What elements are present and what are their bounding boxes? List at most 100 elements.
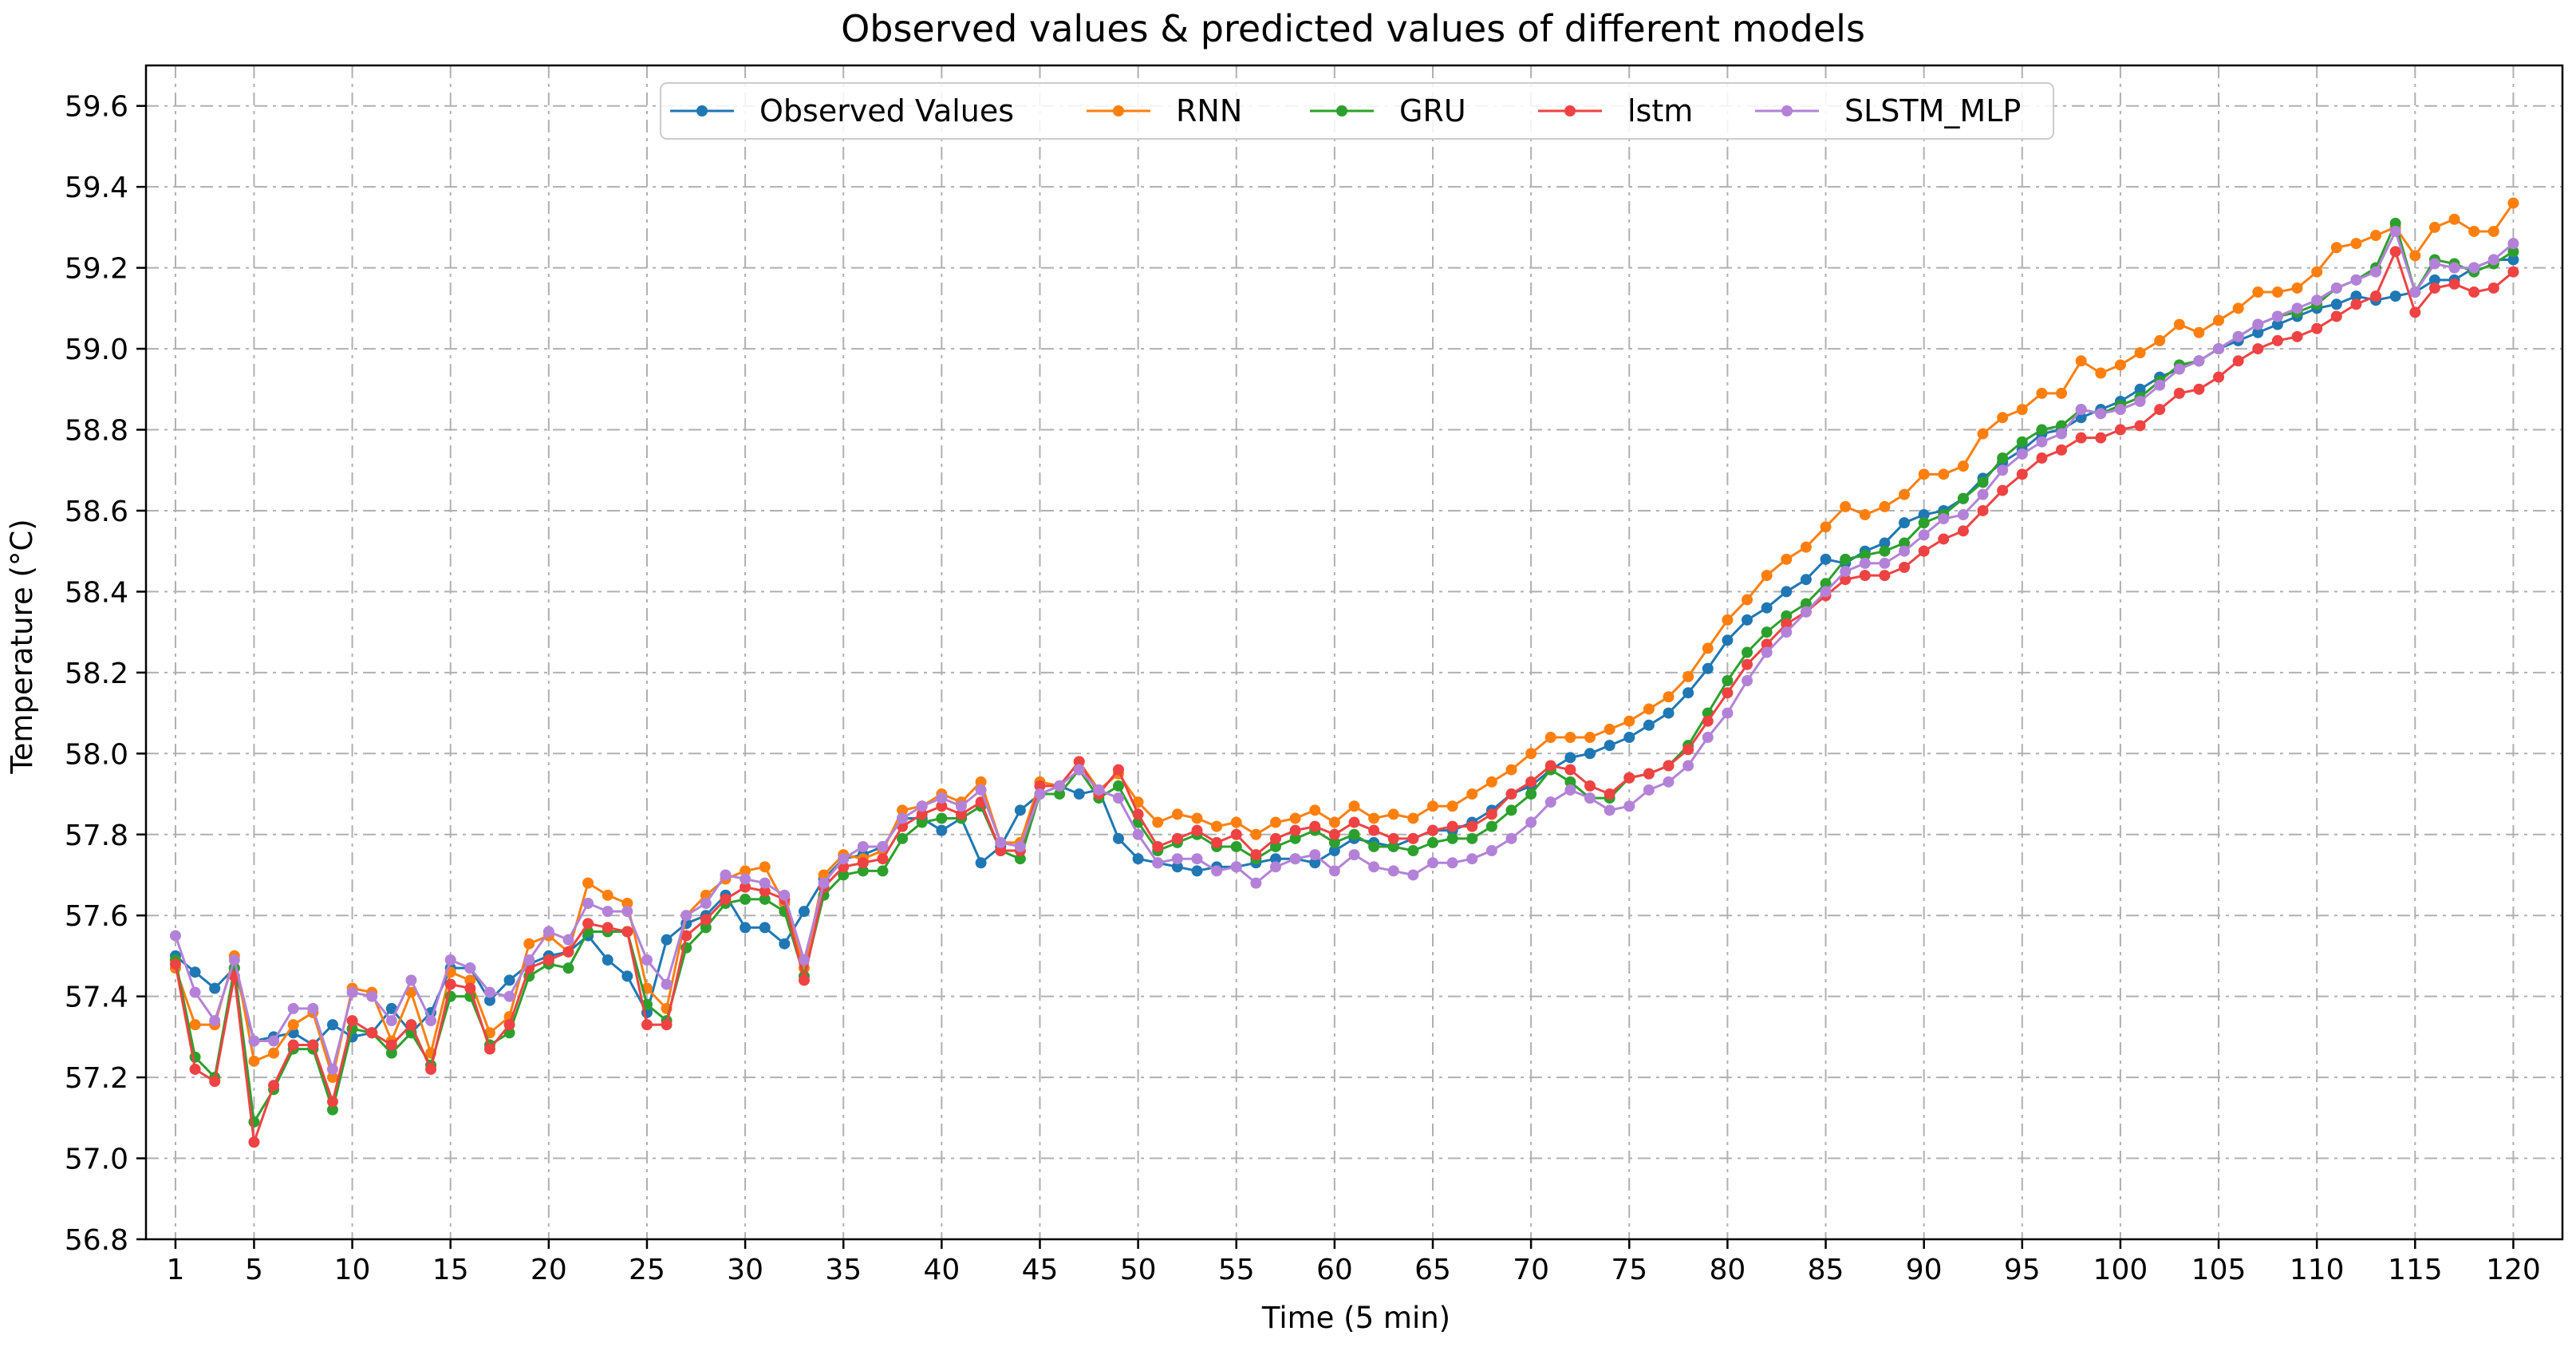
data-point [2350,298,2362,310]
data-point [1250,828,1262,840]
data-point [1230,861,1242,873]
data-point [2075,432,2087,444]
data-point [740,922,751,934]
data-point [2075,355,2087,367]
data-point [248,1035,260,1047]
data-point [1663,760,1675,772]
data-point [1034,780,1046,792]
data-point [818,877,830,889]
data-point [2193,383,2205,395]
data-point [975,776,987,788]
data-point [2428,282,2440,294]
data-point [680,930,692,942]
x-tick-label: 35 [825,1254,862,1286]
data-point [1387,840,1399,852]
data-point [562,962,574,974]
data-point [268,1080,280,1092]
data-point [1584,748,1596,760]
data-point [1309,804,1321,816]
data-point [2330,298,2342,310]
data-point [189,1063,201,1075]
data-point [1604,804,1615,816]
data-point [2428,221,2440,233]
data-point [1761,638,1773,650]
data-point [268,1035,280,1047]
data-point [1466,820,1478,832]
data-point [2271,318,2283,330]
data-point [444,978,456,990]
data-point [326,1104,338,1116]
data-point [1800,574,1812,586]
data-point [1761,602,1773,614]
data-point [248,1136,260,1148]
data-point [1485,808,1497,820]
x-tick-label: 25 [629,1254,665,1286]
data-point [1211,836,1223,848]
data-point [2468,286,2480,298]
data-point [897,832,909,844]
data-point [621,906,633,918]
data-point [228,954,240,966]
y-tick-label: 59.6 [65,91,128,124]
y-tick-label: 58.2 [65,658,128,690]
data-point [602,906,613,918]
data-point [1820,586,1832,598]
data-point [1211,865,1223,877]
data-point [1722,707,1734,719]
data-point [1348,828,1360,840]
data-point [936,792,948,804]
data-point [2330,282,2342,294]
series-slstm-mlp [169,225,2519,1075]
series-lstm [169,246,2519,1148]
data-point [1407,869,1419,881]
data-point [326,1019,338,1031]
data-point [1682,744,1694,756]
data-point [1682,687,1694,699]
data-point [2271,310,2283,322]
data-point [798,974,810,986]
data-point [621,897,633,909]
data-point [2232,355,2244,367]
data-point [1957,460,1969,472]
y-tick-label: 58.8 [65,415,128,448]
data-point [189,966,201,978]
data-point [1466,832,1478,844]
data-point [2016,468,2028,480]
data-point [661,978,673,990]
data-point [1781,553,1793,565]
data-point [1368,824,1380,836]
data-point [1525,788,1537,800]
data-point [2409,306,2421,318]
data-point [523,954,535,966]
data-point [1368,840,1380,852]
data-point [1722,675,1734,687]
data-point [1761,626,1773,638]
legend-marker [1564,105,1576,117]
data-point [1564,732,1576,744]
data-point [877,853,889,865]
y-axis-label: Temperature (°C) [5,519,39,774]
data-point [1191,865,1203,877]
data-point [523,938,535,950]
data-point [2134,347,2146,359]
data-point [2370,290,2382,302]
data-point [975,784,987,796]
data-point [1722,687,1734,699]
data-point [2134,383,2146,395]
data-point [2507,266,2519,278]
data-point [1289,812,1301,824]
data-point [1348,816,1360,828]
data-point [1014,840,1026,852]
data-point [1014,804,1026,816]
legend-marker [1336,105,1347,117]
data-point [1742,658,1753,670]
data-point [2173,318,2185,330]
data-point [2213,314,2225,326]
data-point [582,877,594,889]
x-tick-label: 50 [1120,1254,1157,1286]
data-point [405,974,417,986]
data-point [621,970,633,982]
x-tick-label: 45 [1022,1254,1059,1286]
data-point [759,861,771,873]
